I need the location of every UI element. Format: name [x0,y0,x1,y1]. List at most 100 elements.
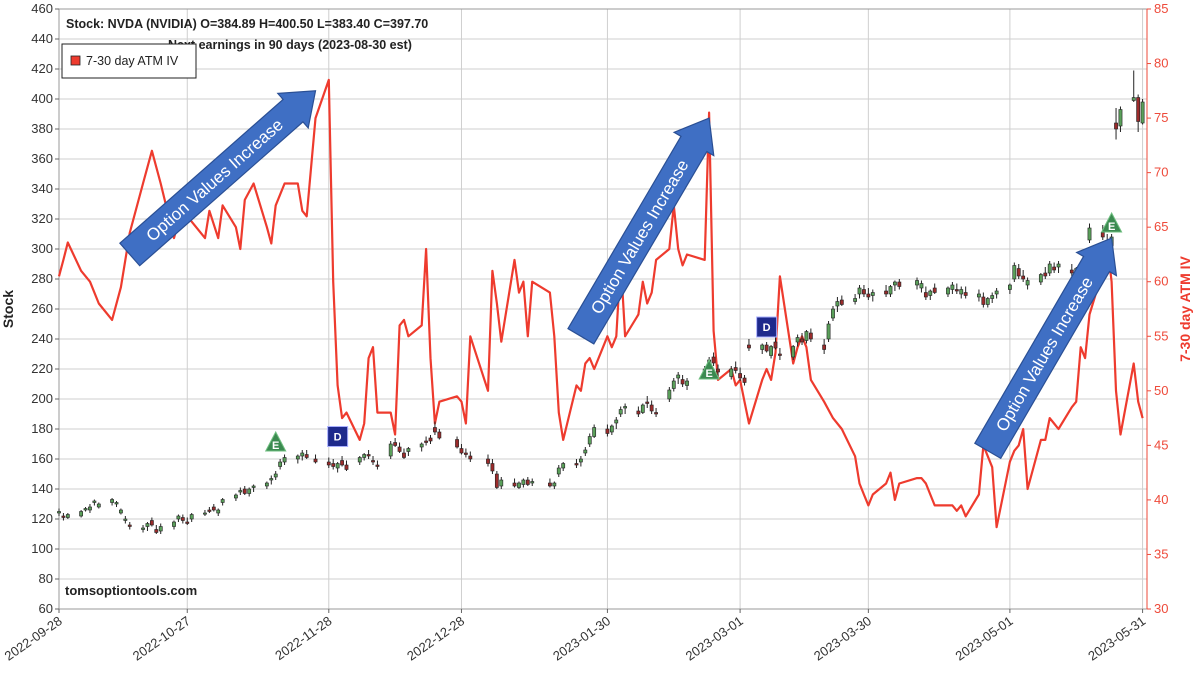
y-tick-label-right: 75 [1154,110,1168,125]
y-tick-label-left: 60 [39,601,53,616]
candle-body [344,464,349,470]
candle-body [893,281,897,286]
candle [977,289,981,302]
candle [609,424,614,435]
candle [592,424,597,438]
candle-body [1052,266,1057,271]
y-tick-label-left: 400 [31,91,53,106]
y-tick-label-left: 360 [31,151,53,166]
candle [578,456,583,467]
candle-body [808,332,813,340]
candle-body [141,527,145,530]
candle-body [884,290,888,295]
candle [959,286,964,299]
candle-body [300,452,305,457]
candle [313,454,318,464]
candle [583,447,588,456]
candle [335,462,340,473]
candle [371,456,375,465]
candle [667,387,672,402]
candle [742,375,747,386]
candle [839,295,844,306]
candle [923,286,928,300]
candle [618,406,623,417]
candle [946,286,950,297]
candle [822,339,827,354]
candle [145,522,150,531]
candle-body [888,286,893,295]
candle-body [433,427,437,433]
y-tick-label-right: 30 [1154,601,1168,616]
candle [437,429,442,440]
candle-body [1008,284,1012,290]
candle-body [583,449,588,454]
candle [729,366,734,380]
candle-body [114,502,119,505]
candle [242,486,247,495]
y-tick-label-right: 55 [1154,328,1168,343]
candle [862,285,866,297]
candle-body [738,373,742,379]
candle [499,477,504,489]
candle-body [1069,269,1074,274]
candle-body [357,457,362,463]
candle [733,361,738,374]
candle-body [464,452,468,455]
candle [1012,262,1017,282]
y-tick-label-left: 420 [31,61,53,76]
candle [295,454,300,464]
candle [804,330,809,344]
candle [1069,264,1074,276]
y-tick-label-left: 440 [31,31,53,46]
candle-body [946,287,950,295]
candle [397,442,402,453]
candle-body [1100,232,1105,238]
candle-body [278,461,283,467]
candle-body [340,460,344,466]
candle-body [145,523,150,527]
candle-body [954,289,959,292]
candle [1043,267,1048,279]
candle [158,523,163,534]
candle [764,342,769,353]
earnings-marker-label: E [705,368,712,380]
candle-body [393,442,398,446]
candle [1021,270,1026,282]
candle [985,297,990,308]
earnings-marker-triangle [698,358,720,380]
candle [954,283,959,294]
candle [866,288,871,300]
candle-body [424,440,428,443]
candle-body [950,284,955,290]
candle-body [149,520,154,526]
candle [494,471,499,489]
candle-body [1021,275,1026,280]
candle-body [804,331,809,341]
y-tick-label-right: 50 [1154,383,1168,398]
candle-body [800,338,804,343]
candle-body [455,439,459,448]
candle [800,333,804,345]
candle [530,478,535,486]
candle [141,525,145,533]
candle-body [640,404,645,413]
candle [548,478,552,488]
candle [831,306,835,321]
candle-body [764,344,769,352]
candle-body [176,515,181,520]
candle [795,334,800,347]
candle [981,292,986,308]
candle [950,282,955,294]
candle-body [158,526,163,532]
y-axis-title-left: Stock [0,290,16,328]
candle-body [963,292,968,296]
y-tick-label-left: 140 [31,481,53,496]
candle-body [676,374,681,379]
dividend-marker: D [327,426,349,447]
candle [1016,264,1021,279]
candle [870,289,875,302]
candle [79,510,84,518]
candle-body [645,401,650,404]
candle-body [618,409,623,415]
candle [1052,262,1057,273]
